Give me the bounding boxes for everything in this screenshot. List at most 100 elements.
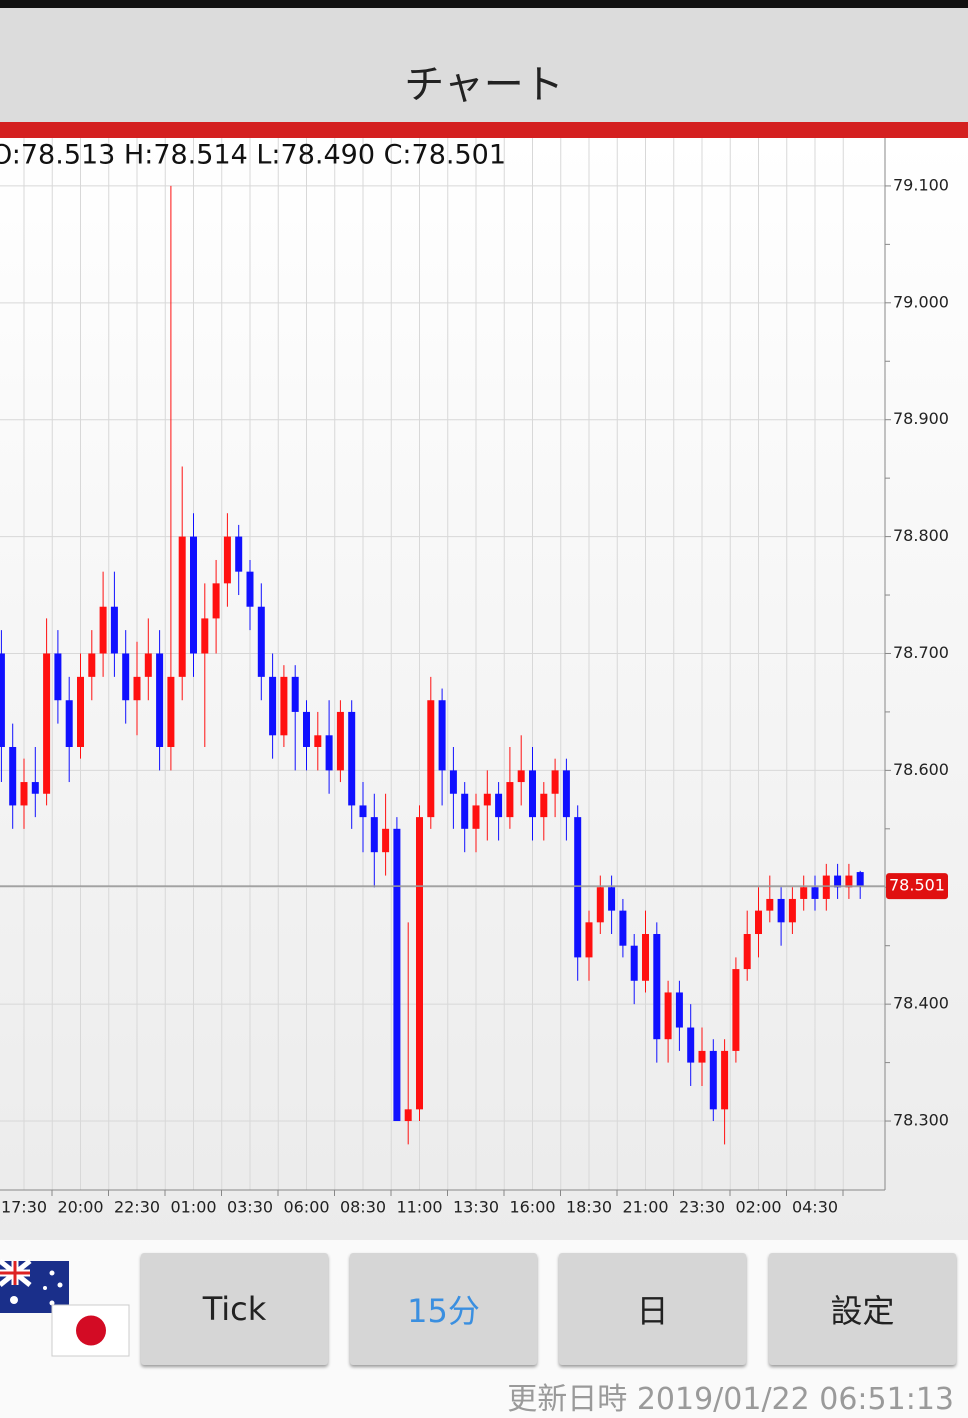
update-time: 更新日時 2019/01/22 06:51:13 xyxy=(507,1382,954,1417)
candle-body xyxy=(562,770,570,818)
candle-body xyxy=(201,618,209,654)
candle-body xyxy=(257,606,265,677)
day-button[interactable]: 日 xyxy=(559,1253,746,1365)
candle-body xyxy=(709,1050,717,1110)
candle-body xyxy=(122,653,130,701)
candle-body xyxy=(212,583,220,619)
candle-body xyxy=(325,735,333,771)
x-tick-label: 18:30 xyxy=(566,1198,612,1217)
candle-body xyxy=(280,676,288,736)
current-price-box xyxy=(886,873,948,900)
candle-body xyxy=(608,887,616,911)
candle-body xyxy=(314,735,322,747)
header: チャート xyxy=(0,8,968,122)
y-tick-label: 79.100 xyxy=(893,175,949,194)
x-tick-label: 04:30 xyxy=(792,1198,838,1217)
candle-body xyxy=(303,711,310,747)
candle-body xyxy=(585,922,593,958)
candle-body xyxy=(495,793,503,818)
x-tick-label: 20:00 xyxy=(57,1198,103,1217)
candle-body xyxy=(822,875,830,899)
candle-body xyxy=(393,828,401,1122)
settings-button[interactable]: 設定 xyxy=(769,1253,956,1365)
x-tick-label: 02:00 xyxy=(735,1198,781,1217)
candle-body xyxy=(31,782,39,794)
status-bar xyxy=(0,0,968,8)
candle-body xyxy=(687,1027,695,1063)
candle-body xyxy=(190,536,197,654)
x-tick-label: 17:30 xyxy=(1,1198,47,1217)
candle-body xyxy=(675,992,683,1028)
y-tick-label: 79.000 xyxy=(893,292,949,311)
y-tick-label: 78.700 xyxy=(893,643,949,662)
candle-body xyxy=(178,536,186,677)
candle-body xyxy=(630,945,638,981)
candle-body xyxy=(438,700,446,771)
candle-body xyxy=(99,606,107,654)
candle-body xyxy=(551,770,559,794)
chart: 78.30078.40078.50078.60078.70078.80078.9… xyxy=(0,138,968,1240)
candle-body xyxy=(698,1050,706,1063)
candle-body xyxy=(65,700,73,747)
candle-body xyxy=(291,676,299,712)
y-tick-label: 78.400 xyxy=(893,994,949,1013)
currency-flags xyxy=(0,1259,130,1357)
candle-body xyxy=(664,992,672,1040)
candle-body xyxy=(20,782,28,806)
current-price-label: 78.501 xyxy=(889,876,945,895)
candle-body xyxy=(653,934,661,1040)
candle-body xyxy=(755,910,762,935)
candle-body xyxy=(269,676,277,736)
candle-body xyxy=(246,571,254,607)
candle-body xyxy=(506,782,514,818)
jpy-flag xyxy=(51,1304,130,1357)
tick-button[interactable]: Tick xyxy=(141,1253,328,1365)
candle-body xyxy=(9,746,17,806)
candle-body xyxy=(483,793,491,806)
candle-body xyxy=(834,875,842,888)
candle-body xyxy=(766,898,774,911)
candle-body xyxy=(235,536,243,572)
x-tick-label: 13:30 xyxy=(453,1198,499,1217)
candle-body xyxy=(54,653,62,701)
x-tick-label: 11:00 xyxy=(396,1198,442,1217)
candle-body xyxy=(359,805,367,818)
candle-body xyxy=(223,536,231,584)
candle-body xyxy=(732,969,740,1051)
candle-body xyxy=(596,887,604,923)
candle-body xyxy=(845,875,853,888)
x-tick-label: 01:00 xyxy=(170,1198,216,1217)
candle-body xyxy=(404,1109,412,1122)
candle-body xyxy=(529,770,536,818)
x-tick-label: 23:30 xyxy=(679,1198,725,1217)
x-tick-label: 21:00 xyxy=(622,1198,668,1217)
candle-body xyxy=(133,676,141,701)
candle-body xyxy=(336,711,344,771)
candle-body xyxy=(856,872,864,887)
x-tick-label: 16:00 xyxy=(509,1198,555,1217)
y-tick-label: 78.800 xyxy=(893,526,949,545)
candle-body xyxy=(77,676,84,747)
candle-body xyxy=(167,676,175,747)
15min-button[interactable]: 15分 xyxy=(350,1253,537,1365)
candle-body xyxy=(472,805,480,829)
candle-body xyxy=(427,700,435,818)
candle-body xyxy=(88,653,96,677)
candle-body xyxy=(449,770,457,794)
candle-body xyxy=(788,898,796,923)
candle-body xyxy=(110,606,118,654)
candle-body xyxy=(382,828,390,853)
candle-body xyxy=(642,934,649,981)
candle-body xyxy=(721,1050,729,1110)
x-tick-label: 08:30 xyxy=(340,1198,386,1217)
candle-body xyxy=(517,770,525,783)
candle-body xyxy=(43,653,51,794)
candle-body xyxy=(619,910,627,946)
candle-body xyxy=(811,887,819,899)
candle-body xyxy=(800,887,808,899)
y-tick-label: 78.900 xyxy=(893,409,949,428)
ohlc-readout: O:78.513 H:78.514 L:78.490 C:78.501 xyxy=(0,140,506,171)
candle-body xyxy=(348,711,356,806)
candle-body xyxy=(777,898,785,923)
